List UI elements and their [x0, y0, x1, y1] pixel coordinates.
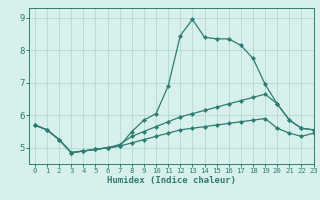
X-axis label: Humidex (Indice chaleur): Humidex (Indice chaleur)	[107, 176, 236, 185]
